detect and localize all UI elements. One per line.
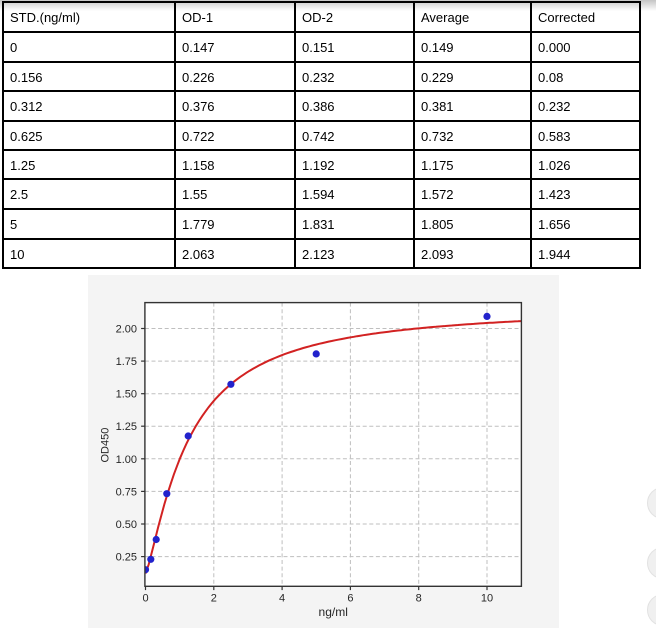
svg-text:0.75: 0.75 bbox=[116, 486, 137, 498]
svg-text:0.25: 0.25 bbox=[116, 552, 137, 564]
svg-text:0: 0 bbox=[142, 592, 148, 604]
svg-text:2.00: 2.00 bbox=[116, 324, 137, 336]
svg-text:2: 2 bbox=[211, 592, 217, 604]
svg-text:1.25: 1.25 bbox=[116, 421, 137, 433]
svg-text:4: 4 bbox=[279, 592, 285, 604]
svg-text:8: 8 bbox=[416, 592, 422, 604]
svg-text:1.75: 1.75 bbox=[116, 356, 137, 368]
svg-text:6: 6 bbox=[347, 592, 353, 604]
svg-text:OD450: OD450 bbox=[99, 428, 111, 463]
svg-text:ng/ml: ng/ml bbox=[319, 605, 348, 619]
svg-text:1.00: 1.00 bbox=[116, 454, 137, 466]
svg-text:10: 10 bbox=[481, 592, 493, 604]
svg-text:1.50: 1.50 bbox=[116, 389, 137, 401]
svg-text:0.50: 0.50 bbox=[116, 519, 137, 531]
